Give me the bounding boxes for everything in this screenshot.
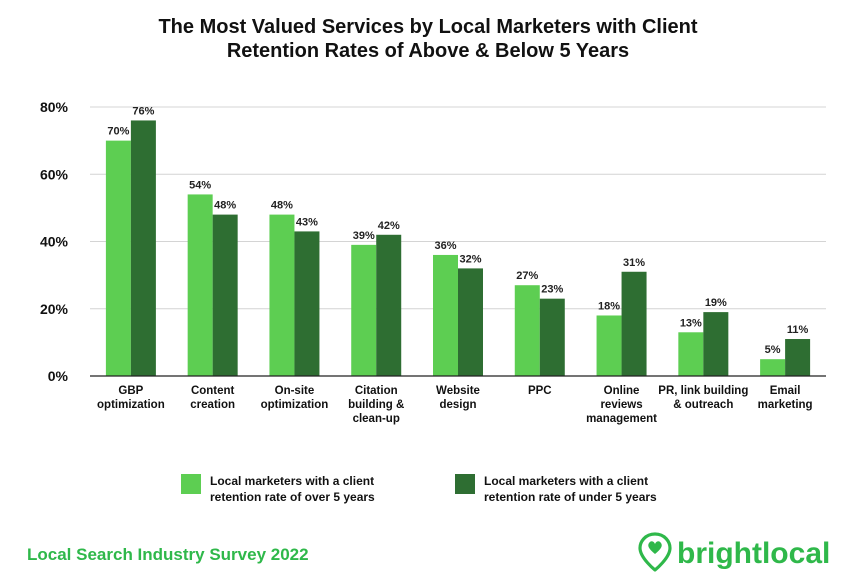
data-label: 36% [434, 240, 456, 252]
bar-over-5-years [269, 214, 295, 376]
data-label: 54% [189, 179, 211, 191]
legend-label-over-5-years-line-2: retention rate of over 5 years [210, 490, 375, 504]
x-tick-label: creation [190, 399, 235, 411]
data-label: 43% [296, 216, 318, 228]
bar-under-5-years [212, 214, 238, 376]
y-axis-ticks: 0% 20% 40% 60% 80% [40, 99, 69, 384]
x-tick-label: Website [436, 385, 480, 397]
x-tick-label: GBP [118, 385, 143, 397]
location-pin-heart-icon [638, 532, 672, 572]
x-tick-label: management [586, 413, 657, 425]
legend-swatch-over-5-years [181, 474, 201, 494]
y-tick-label: 60% [40, 166, 69, 182]
x-tick-label: Content [191, 385, 235, 397]
chart-title-line-2: Retention Rates of Above & Below 5 Years [227, 40, 629, 62]
y-tick-label: 20% [40, 301, 69, 317]
bar-under-5-years [703, 312, 729, 376]
data-label: 13% [680, 317, 702, 329]
bar-under-5-years [785, 339, 811, 376]
bar-under-5-years [458, 268, 483, 376]
data-label: 48% [271, 200, 293, 212]
data-label: 42% [378, 220, 400, 232]
y-tick-label: 0% [48, 368, 69, 384]
x-axis-labels: GBP optimization Content creation On-site opt… [97, 385, 813, 425]
bar-over-5-years [678, 332, 704, 376]
legend-label-over-5-years-line-1: Local marketers with a client [210, 474, 374, 488]
legend-swatch-under-5-years [455, 474, 475, 494]
legend-label-under-5-years-line-1: Local marketers with a client [484, 474, 648, 488]
bar-under-5-years [376, 234, 402, 376]
chart-title: The Most Valued Services by Local Market… [158, 16, 697, 62]
legend-label-under-5-years-line-2: retention rate of under 5 years [484, 490, 657, 504]
x-tick-label: building & [348, 399, 404, 411]
brand-logo: brightlocal [638, 532, 830, 572]
bar-under-5-years [621, 271, 647, 376]
data-label: 31% [623, 257, 645, 269]
bar-under-5-years [539, 298, 565, 376]
data-label: 23% [541, 284, 563, 296]
x-tick-label: Online [604, 385, 640, 397]
x-tick-label: Citation [355, 385, 398, 397]
bar-over-5-years [760, 359, 786, 376]
bar-over-5-years [596, 315, 622, 376]
data-label: 39% [353, 230, 375, 242]
x-tick-label: optimization [97, 399, 165, 411]
x-tick-label: optimization [261, 399, 329, 411]
bar-under-5-years [130, 120, 156, 376]
bar-under-5-years [294, 231, 320, 376]
x-tick-label: Email [770, 385, 801, 397]
brand-name: brightlocal [677, 537, 830, 570]
y-tick-label: 40% [40, 234, 69, 250]
bar-over-5-years [105, 140, 131, 376]
data-labels: 70%76%54%48% 48%43%39%42%36%32%27%23%18%3… [107, 105, 808, 356]
data-label: 70% [107, 126, 129, 138]
data-label: 18% [598, 300, 620, 312]
chart-title-line-1: The Most Valued Services by Local Market… [158, 16, 697, 38]
bar-over-5-years [433, 254, 458, 376]
x-tick-label: reviews [600, 399, 642, 411]
bars [105, 120, 811, 376]
survey-label: Local Search Industry Survey 2022 [27, 545, 309, 564]
bar-over-5-years [187, 194, 213, 376]
x-tick-label: PR, link building [658, 385, 748, 397]
legend: Local marketers with a client retention … [181, 474, 657, 504]
x-tick-label: clean-up [353, 413, 400, 425]
data-label: 11% [787, 324, 809, 336]
x-tick-label: marketing [758, 399, 813, 411]
y-tick-label: 80% [40, 99, 69, 115]
data-label: 5% [765, 344, 781, 356]
data-label: 32% [459, 253, 481, 265]
data-label: 27% [516, 270, 538, 282]
x-tick-label: & outreach [673, 399, 733, 411]
bar-over-5-years [514, 285, 540, 376]
data-label: 48% [214, 200, 236, 212]
data-label: 76% [132, 105, 154, 117]
x-tick-label: design [439, 399, 476, 411]
x-tick-label: PPC [528, 385, 552, 397]
data-label: 19% [705, 297, 727, 309]
bar-over-5-years [351, 244, 377, 376]
x-tick-label: On-site [275, 385, 315, 397]
